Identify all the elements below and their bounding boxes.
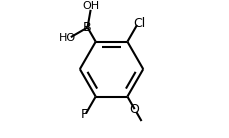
Text: F: F	[80, 108, 87, 121]
Text: HO: HO	[59, 33, 76, 43]
Text: O: O	[129, 103, 139, 116]
Text: OH: OH	[82, 1, 99, 11]
Text: Cl: Cl	[132, 17, 144, 30]
Text: B: B	[83, 21, 91, 34]
